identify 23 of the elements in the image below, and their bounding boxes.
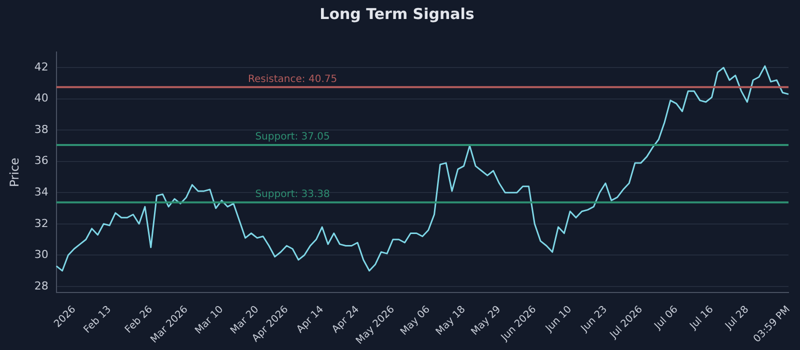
y-tick-label: 28	[34, 279, 48, 292]
ref-line-label: Support: 37.05	[255, 132, 330, 143]
x-tick-label: Jun 10	[543, 304, 574, 335]
y-tick-label: 34	[34, 186, 48, 198]
x-tick-label: Jul 06	[652, 304, 680, 332]
ref-line-label: Support: 33.38	[255, 188, 330, 200]
y-tick-label: 42	[34, 60, 48, 74]
y-tick-label: 32	[34, 216, 48, 230]
y-axis-title: Price	[7, 158, 22, 187]
chart-title: Long Term Signals	[320, 4, 474, 23]
ref-line-label: Resistance: 40.75	[248, 74, 338, 85]
x-tick-label: Jul 16	[687, 304, 716, 332]
y-tick-label: 30	[34, 248, 48, 262]
x-tick-label: Apr 24	[330, 304, 362, 336]
y-tick-label: 36	[34, 154, 48, 168]
x-tick-label: Mar 10	[193, 304, 226, 336]
y-tick-label: 40	[34, 92, 48, 105]
y-tick-label: 38	[34, 122, 48, 136]
x-tick-label: Jul 28	[722, 304, 752, 332]
x-tick-label: Apr 14	[294, 304, 326, 336]
x-tick-label: Jun 23	[578, 304, 610, 335]
x-tick-label: Feb 26	[123, 304, 155, 336]
x-tick-label: Feb 13	[82, 304, 114, 336]
